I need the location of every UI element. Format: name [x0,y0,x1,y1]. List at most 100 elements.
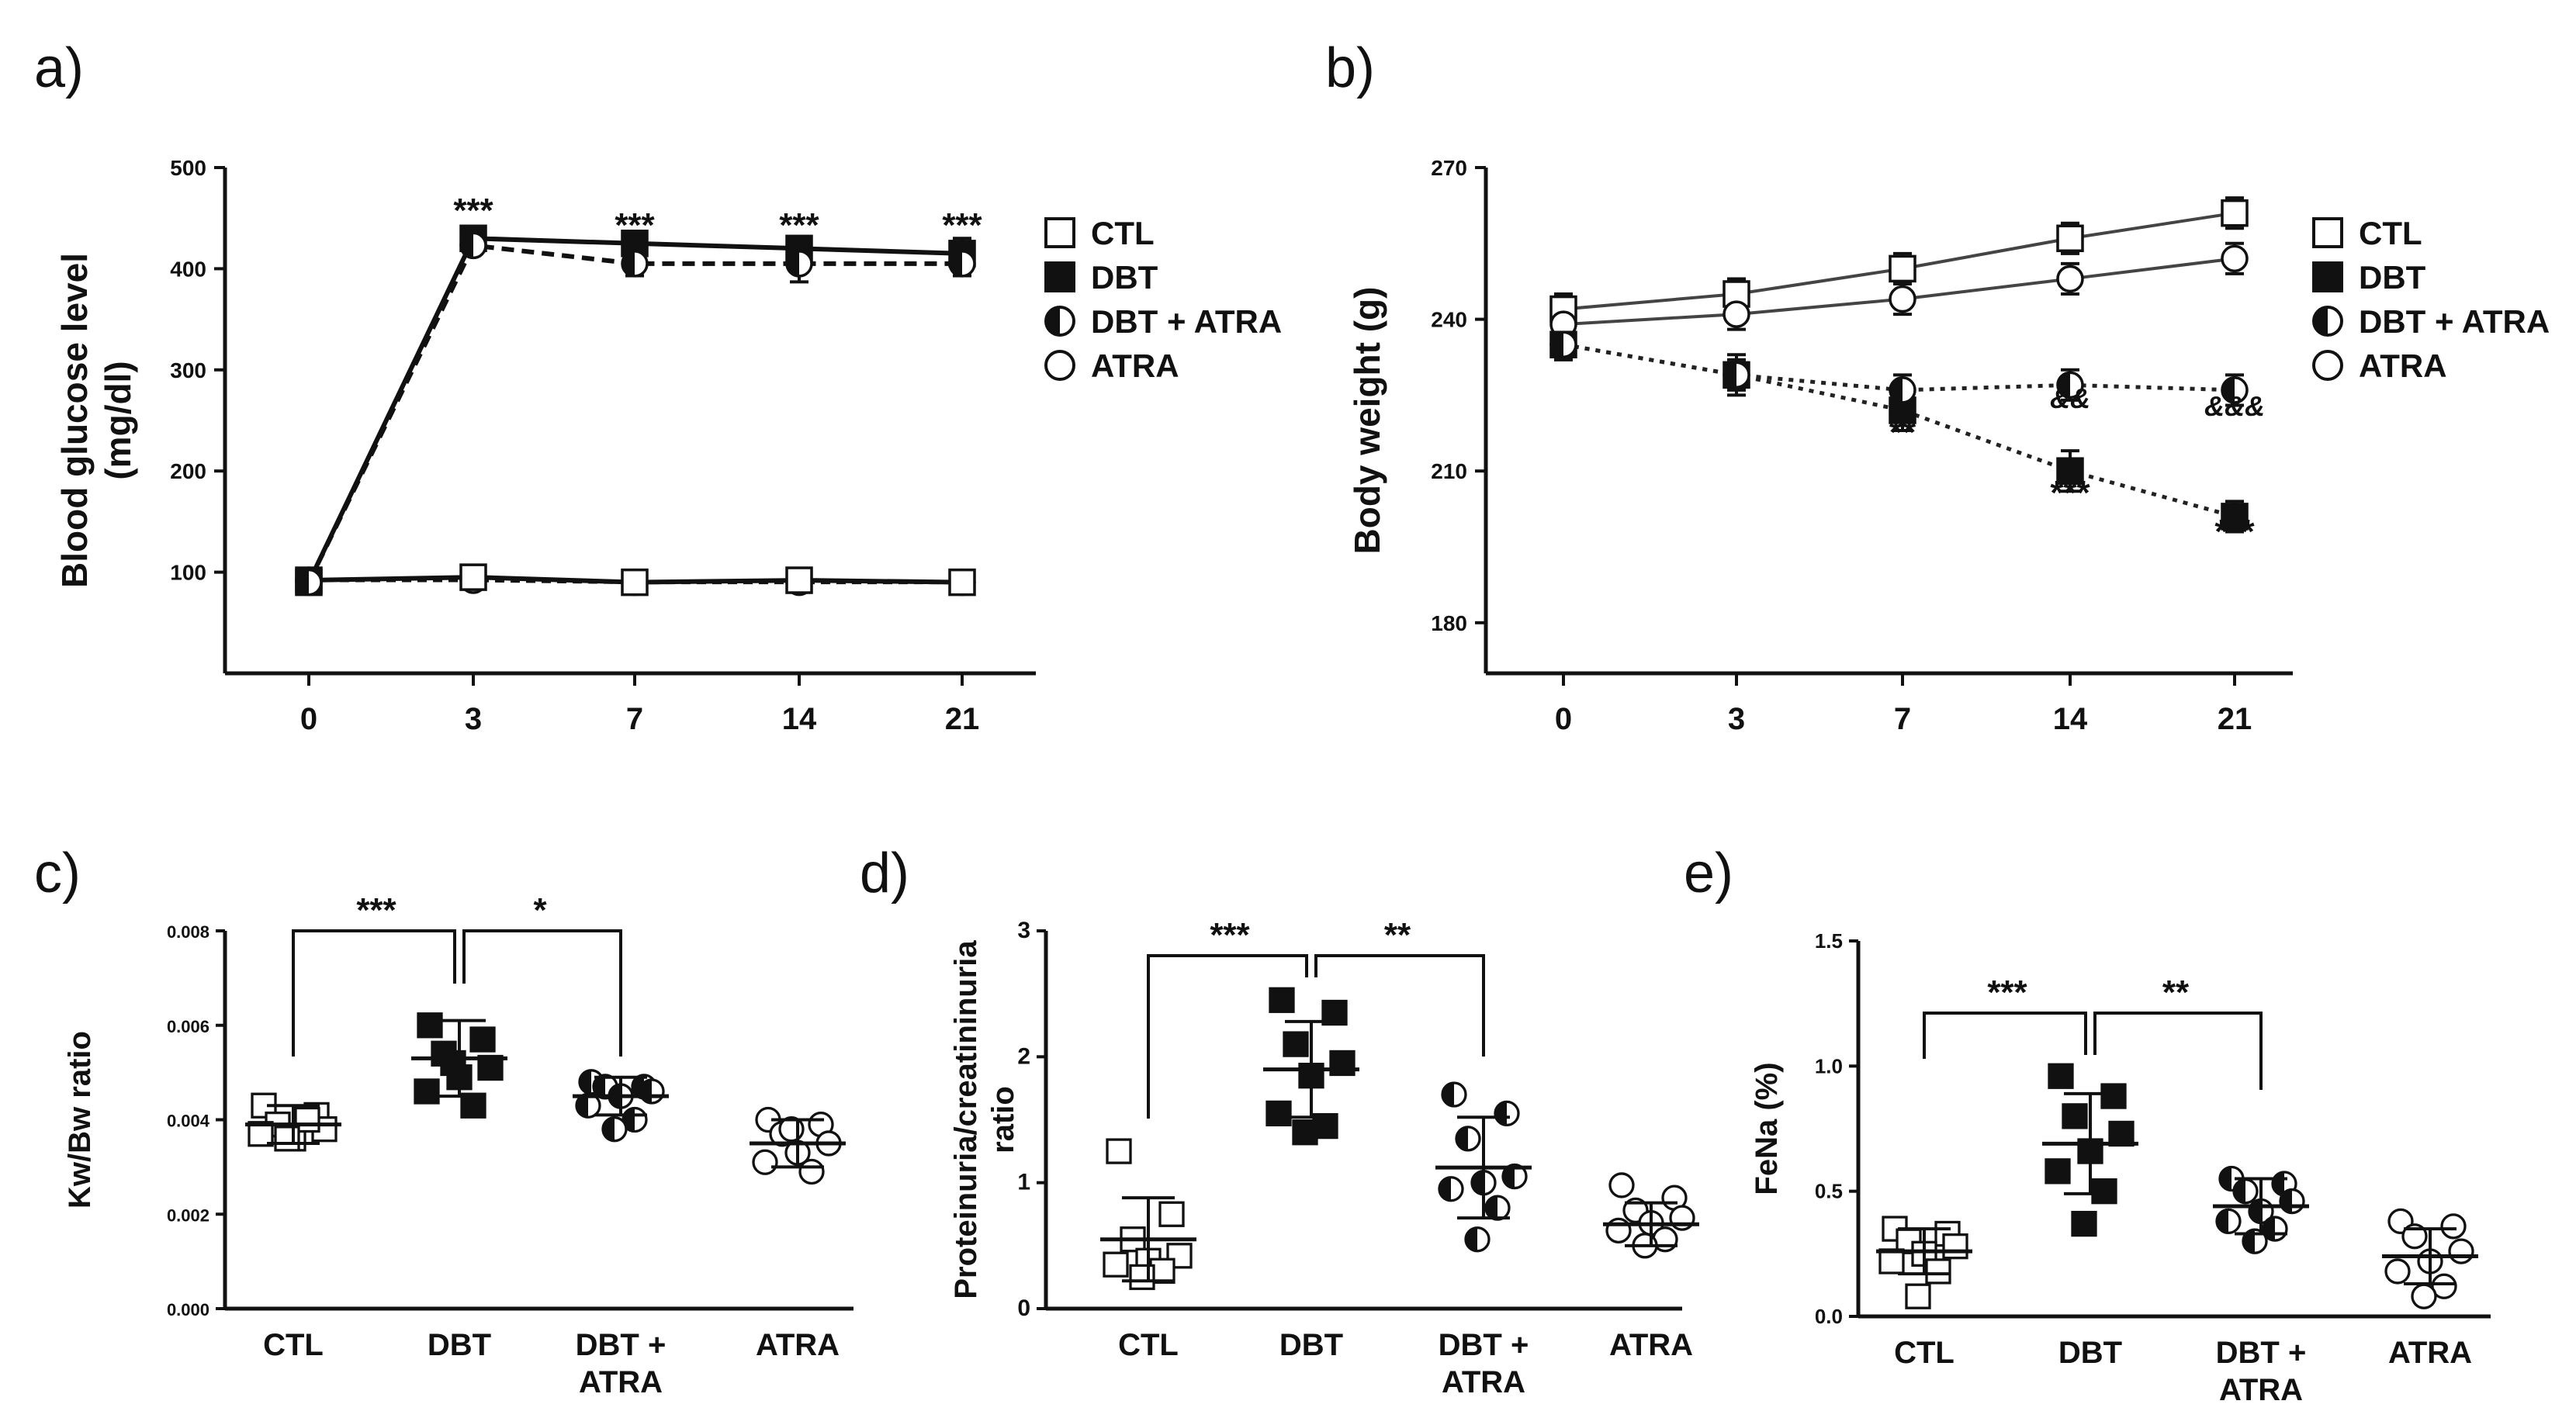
significance-label-a: *** [942,206,982,244]
data-point-dbt-atra [2215,1208,2242,1235]
panel-label-d: d) [860,842,909,904]
data-point-atra [1889,285,1916,313]
panel-label-e: e) [1684,842,1733,904]
legend-marker [1044,217,1075,248]
x-tick-label-a: 3 [465,702,482,736]
x-category-label-2-e: ATRA [2219,1373,2303,1407]
data-point-dbt-atra [295,568,323,597]
x-tick-label-b: 14 [2053,702,2088,736]
significance-label-b: ** [1889,413,1916,451]
data-point-atra-shape [1723,300,1750,328]
data-point-atra [2411,1283,2437,1309]
x-category-label-e: ATRA [2388,1336,2472,1370]
data-point-ctl-shape [1106,1138,1132,1164]
data-point-atra-shape [2384,1258,2411,1285]
data-point-dbt-atra-shape [1549,330,1577,358]
data-point-atra-shape [2448,1238,2474,1264]
data-point-dbt-shape [2091,1178,2117,1205]
data-point-atra-shape [2411,1283,2437,1309]
data-point-ctl [1942,1233,1968,1260]
y-axis-title-d: Proteinuria/creatininuria [949,940,983,1299]
y-tick-label-a: 100 [170,561,206,585]
panel-label-a: a) [34,37,84,99]
y-tick-label-a: 300 [170,358,206,382]
y-tick-label-e: 1.5 [1815,929,1843,953]
data-point-dbt [2221,503,2249,531]
significance-label-c: * [533,891,547,929]
data-point-atra-shape [2401,1223,2428,1250]
data-point-dbt-atra [785,250,813,278]
series-line-dbt [306,236,963,583]
data-point-dbt-atra-shape [459,231,487,260]
data-point-ctl-shape [1942,1233,1968,1260]
data-point-dbt [1269,987,1295,1013]
data-point-dbt-shape [2048,1063,2074,1089]
x-category-label-e: CTL [1894,1336,1955,1370]
data-point-dbt [1292,1119,1318,1146]
data-point-ctl-shape [1158,1201,1185,1227]
data-point-ctl-shape [1103,1251,1129,1278]
data-point-dbt-atra-shape [2056,371,2084,399]
data-point-dbt-atra-shape [1889,376,1916,404]
data-point-dbt-atra-shape [1501,1163,1528,1190]
significance-label-a: *** [615,206,655,244]
x-tick-label-b: 7 [1894,702,1911,736]
data-point-dbt [414,1078,440,1105]
data-point-dbt [2048,1063,2074,1089]
legend-marker-shape [2312,306,2343,337]
data-point-ctl-shape [274,1126,300,1152]
y-tick-label-e: 0.5 [1815,1180,1843,1203]
series-line-dbt-atra [1563,342,2235,393]
x-category-label-e: DBT + [2216,1336,2307,1370]
data-point-dbt-atra [1464,1226,1491,1253]
x-category-label-c: ATRA [756,1328,840,1362]
panel-d: d) 0 1 2 3 Proteinuria/creatininuria ratio CTL D… [860,842,1699,1399]
y-axis-title-2-d: ratio [986,1086,1020,1153]
data-point-dbt-atra-shape [1494,1100,1520,1127]
data-point-dbt-atra [1494,1100,1520,1127]
data-point-dbt-shape [1283,1031,1309,1057]
legend-marker-shape [1044,261,1075,292]
y-tick-label-b: 180 [1431,611,1467,635]
panel-a: a) 100 200 300 400 500 0 3 7 14 21 Blood glucose le… [34,37,1282,736]
y-tick-label-c: 0.002 [167,1205,209,1225]
data-point-dbt-shape [469,1026,496,1053]
data-point-ctl-shape [948,568,976,597]
data-point-dbt-shape [417,1012,443,1039]
y-tick-label-a: 200 [170,459,206,483]
legend-label: DBT [1091,259,1158,296]
data-point-atra-shape [2056,265,2084,293]
y-tick-label-d: 1 [1017,1170,1030,1195]
data-point-dbt-shape [1292,1119,1318,1146]
significance-label-a: *** [779,206,819,244]
data-point-atra [2401,1223,2428,1250]
data-point-dbt-shape [2045,1158,2071,1185]
data-point-ctl [1103,1251,1129,1278]
legend-marker [1044,306,1075,337]
data-point-ctl-shape [1925,1258,1951,1285]
legend-label: ATRA [1091,348,1179,384]
data-point-dbt-atra [1549,330,1577,358]
y-tick-label-d: 0 [1017,1295,1030,1321]
y-axis-title-2-a: (mg/dl) [98,361,138,479]
data-point-dbt-shape [2056,457,2084,485]
data-point-ctl-shape [621,568,649,597]
data-point-dbt-atra [1441,1081,1467,1108]
data-point-dbt-shape [2221,503,2249,531]
data-point-dbt-atra [2279,1188,2305,1215]
data-point-dbt-atra-shape [639,1078,665,1105]
significance-bracket [1314,954,1485,1057]
data-point-dbt-atra [459,231,487,260]
data-point-dbt-atra [575,1092,601,1119]
data-point-ctl-shape [1129,1264,1155,1291]
data-point-ctl-shape [2056,224,2084,253]
data-point-dbt [2071,1210,2097,1237]
data-point-atra-shape [798,1158,825,1185]
x-category-label-c: CTL [263,1328,324,1362]
significance-label-d: *** [1210,916,1250,954]
y-tick-label-c: 0.008 [167,922,209,942]
data-point-atra-shape [2440,1213,2467,1240]
data-point-dbt-shape [460,1092,486,1119]
data-point-dbt-shape [2062,1103,2088,1129]
